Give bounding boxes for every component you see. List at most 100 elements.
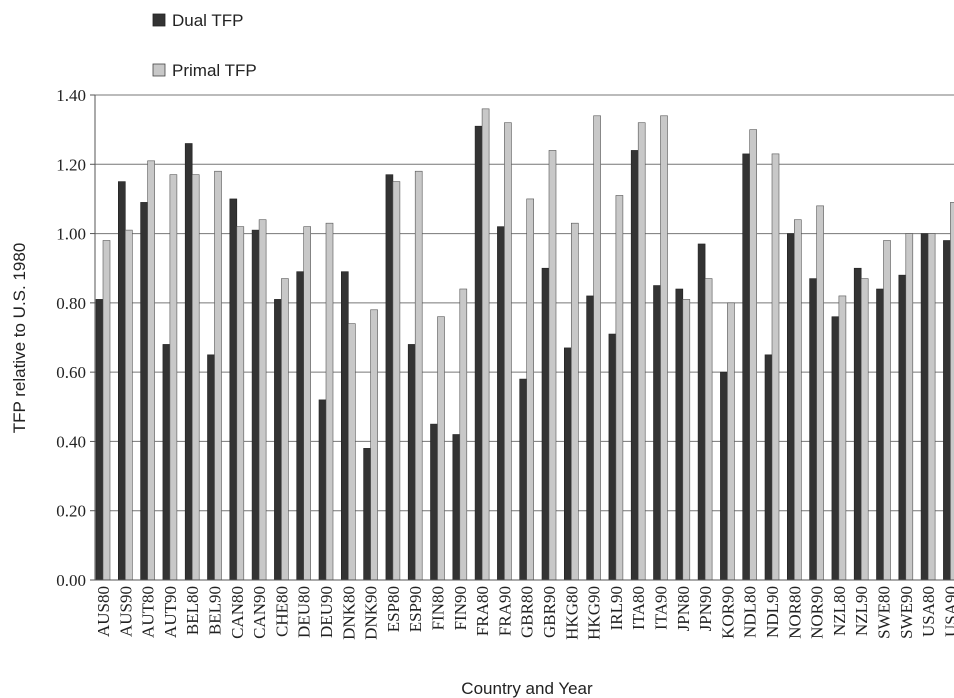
x-tick-label-ita90: ITA90 xyxy=(652,586,671,630)
bar-primal-jpn90 xyxy=(704,278,713,581)
bar-primal-gbr80 xyxy=(526,198,535,581)
x-tick-label-ndl80: NDL80 xyxy=(741,586,760,638)
x-tick-label-esp90: ESP90 xyxy=(406,586,425,632)
bar-dual-ndl80 xyxy=(742,153,751,581)
bar-dual-ndl90 xyxy=(764,354,773,581)
bar-primal-fin90 xyxy=(459,288,468,581)
bar-dual-irl90 xyxy=(608,333,617,581)
x-tick-label-bel90: BEL90 xyxy=(206,586,225,635)
bar-dual-swe90 xyxy=(898,274,907,581)
bar-dual-usa90 xyxy=(943,240,951,581)
x-tick-label-aus90: AUS90 xyxy=(116,586,135,637)
bar-dual-swe80 xyxy=(876,288,884,581)
x-tick-label-gbr90: GBR90 xyxy=(540,586,559,638)
bar-primal-dnk90 xyxy=(370,309,378,581)
bar-primal-nzl90 xyxy=(860,278,869,581)
bar-primal-hkg90 xyxy=(593,115,601,581)
bar-primal-hkg80 xyxy=(570,222,579,581)
bar-primal-dnk80 xyxy=(347,323,356,581)
x-tick-label-swe90: SWE90 xyxy=(897,586,916,639)
bar-primal-irl90 xyxy=(615,195,624,581)
bar-dual-aus80 xyxy=(95,299,104,581)
x-tick-label-can80: CAN80 xyxy=(228,586,247,639)
x-tick-label-nzl90: NZL90 xyxy=(852,586,871,636)
bar-primal-che80 xyxy=(281,278,289,581)
y-tick-label: 0.20 xyxy=(56,502,86,521)
x-tick-label-ita80: ITA80 xyxy=(629,586,648,630)
x-tick-label-usa80: USA80 xyxy=(919,586,938,637)
bar-primal-ita90 xyxy=(660,115,668,581)
bar-dual-bel80 xyxy=(184,143,193,581)
bar-primal-nor90 xyxy=(816,205,824,581)
x-tick-label-jpn90: JPN90 xyxy=(696,586,715,631)
x-tick-label-bel80: BEL80 xyxy=(183,586,202,635)
y-tick-label: 1.00 xyxy=(56,225,86,244)
bar-dual-nor90 xyxy=(809,278,817,581)
legend-swatch-primal xyxy=(152,63,166,77)
x-tick-label-jpn80: JPN80 xyxy=(674,586,693,631)
x-tick-label-fin80: FIN80 xyxy=(429,586,448,630)
x-tick-label-can90: CAN90 xyxy=(250,586,269,639)
bar-primal-usa80 xyxy=(927,233,936,581)
x-tick-label-fra90: FRA90 xyxy=(495,586,514,636)
bar-primal-usa90 xyxy=(950,202,954,581)
bar-dual-ita80 xyxy=(630,150,639,581)
x-axis-title: Country and Year xyxy=(461,679,593,698)
bar-dual-kor90 xyxy=(720,371,728,581)
y-axis-title: TFP relative to U.S. 1980 xyxy=(10,243,29,434)
x-tick-label-gbr80: GBR80 xyxy=(518,586,537,638)
bar-primal-kor90 xyxy=(727,302,735,581)
x-tick-label-dnk80: DNK80 xyxy=(339,586,358,640)
bar-dual-esp90 xyxy=(407,344,416,581)
x-tick-label-aut90: AUT90 xyxy=(161,586,180,638)
bar-dual-dnk90 xyxy=(363,448,371,581)
bar-primal-ndl80 xyxy=(749,129,758,581)
bar-dual-fra90 xyxy=(497,226,505,581)
x-tick-label-fin90: FIN90 xyxy=(451,586,470,630)
bar-dual-jpn90 xyxy=(697,243,706,581)
bar-primal-ndl90 xyxy=(771,153,780,581)
x-tick-label-deu80: DEU80 xyxy=(295,586,314,638)
bar-dual-nzl90 xyxy=(853,267,862,581)
y-tick-label: 0.40 xyxy=(56,432,86,451)
bar-dual-fin80 xyxy=(430,423,438,581)
bar-primal-nzl80 xyxy=(838,295,847,581)
bar-primal-bel80 xyxy=(191,174,200,581)
bar-dual-aus90 xyxy=(118,181,126,581)
x-tick-label-nor90: NOR90 xyxy=(808,586,827,639)
bar-primal-deu80 xyxy=(303,226,312,581)
bar-dual-bel90 xyxy=(207,354,215,581)
bars xyxy=(95,108,954,581)
y-tick-label: 1.20 xyxy=(56,155,86,174)
bar-dual-ita90 xyxy=(653,285,661,581)
x-tick-label-deu90: DEU90 xyxy=(317,586,336,638)
bar-primal-fra80 xyxy=(481,108,490,581)
y-tick-label: 0.00 xyxy=(56,571,86,590)
y-tick-label: 1.40 xyxy=(56,86,86,105)
bar-dual-gbr80 xyxy=(519,378,528,581)
bar-primal-jpn80 xyxy=(682,299,691,581)
x-tick-label-swe80: SWE80 xyxy=(875,586,894,639)
bar-primal-gbr90 xyxy=(548,150,557,581)
x-tick-label-hkg90: HKG90 xyxy=(585,586,604,640)
bar-primal-nor80 xyxy=(793,219,802,581)
bar-primal-esp80 xyxy=(392,181,401,581)
x-tick-labels: AUS80 AUS90 AUT80 AUT90 BEL80 BEL90 CAN80 CAN90… xyxy=(94,586,954,640)
x-tick-label-nzl80: NZL80 xyxy=(830,586,849,636)
bar-dual-usa80 xyxy=(920,233,929,581)
bar-primal-aus90 xyxy=(125,229,133,581)
bar-dual-che80 xyxy=(274,299,282,581)
bar-primal-can90 xyxy=(258,219,267,581)
bar-dual-hkg90 xyxy=(586,295,594,581)
x-tick-label-nor80: NOR80 xyxy=(785,586,804,639)
bar-dual-esp80 xyxy=(385,174,394,581)
x-tick-label-kor90: KOR90 xyxy=(718,586,737,639)
bar-dual-aut80 xyxy=(140,202,148,581)
x-tick-label-che80: CHE80 xyxy=(272,586,291,637)
bar-dual-deu80 xyxy=(296,271,305,581)
bar-primal-fin80 xyxy=(437,316,445,581)
bar-dual-fin90 xyxy=(452,434,461,581)
bar-dual-aut90 xyxy=(162,344,171,581)
x-tick-label-esp80: ESP80 xyxy=(384,586,403,632)
